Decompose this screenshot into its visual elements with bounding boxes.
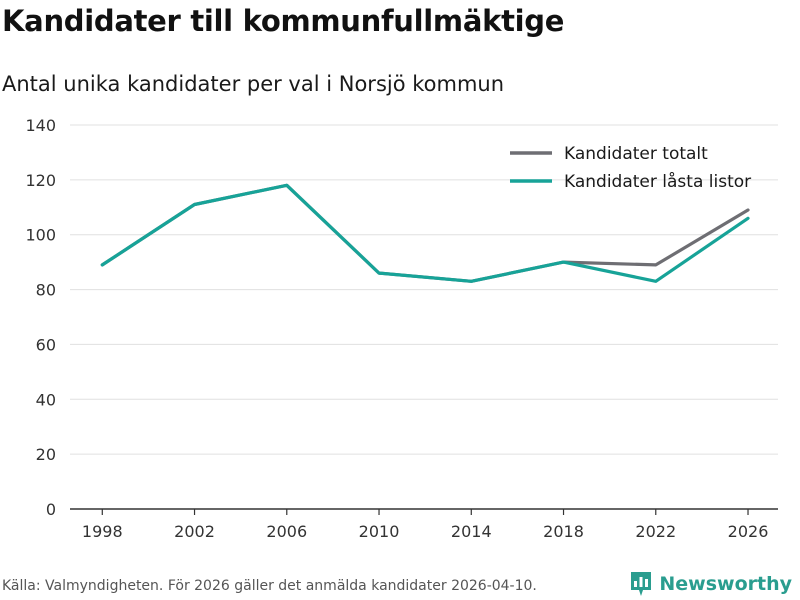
x-tick-label: 2014: [451, 522, 492, 541]
legend-label: Kandidater låsta listor: [564, 171, 751, 192]
newsworthy-logo-icon: [631, 572, 652, 596]
x-tick-label: 2002: [174, 522, 215, 541]
x-tick-label: 2026: [728, 522, 769, 541]
x-tick-label: 1998: [82, 522, 123, 541]
x-tick-label: 2006: [266, 522, 307, 541]
y-tick-label: 140: [25, 116, 56, 135]
y-tick-label: 0: [46, 500, 56, 519]
chart-subtitle: Antal unika kandidater per val i Norsjö …: [2, 72, 505, 96]
x-tick-label: 2010: [359, 522, 400, 541]
y-tick-label: 80: [36, 281, 56, 300]
y-tick-label: 100: [25, 226, 56, 245]
x-tick-label: 2022: [635, 522, 676, 541]
series-line-kandidater-lasta-listor: [100, 183, 750, 283]
y-tick-label: 120: [25, 171, 56, 190]
series-line-kandidater-totalt: [100, 183, 750, 283]
chart-title: Kandidater till kommunfullmäktige: [2, 4, 565, 38]
y-tick-label: 60: [36, 335, 56, 354]
y-tick-label: 20: [36, 445, 56, 464]
brand-logo: Newsworthy: [629, 570, 792, 598]
y-tick-label: 40: [36, 390, 56, 409]
legend-label: Kandidater totalt: [564, 144, 708, 164]
source-note: Källa: Valmyndigheten. För 2026 gäller d…: [2, 578, 537, 594]
brand-name: Newsworthy: [659, 573, 792, 595]
x-tick-label: 2018: [543, 522, 584, 541]
